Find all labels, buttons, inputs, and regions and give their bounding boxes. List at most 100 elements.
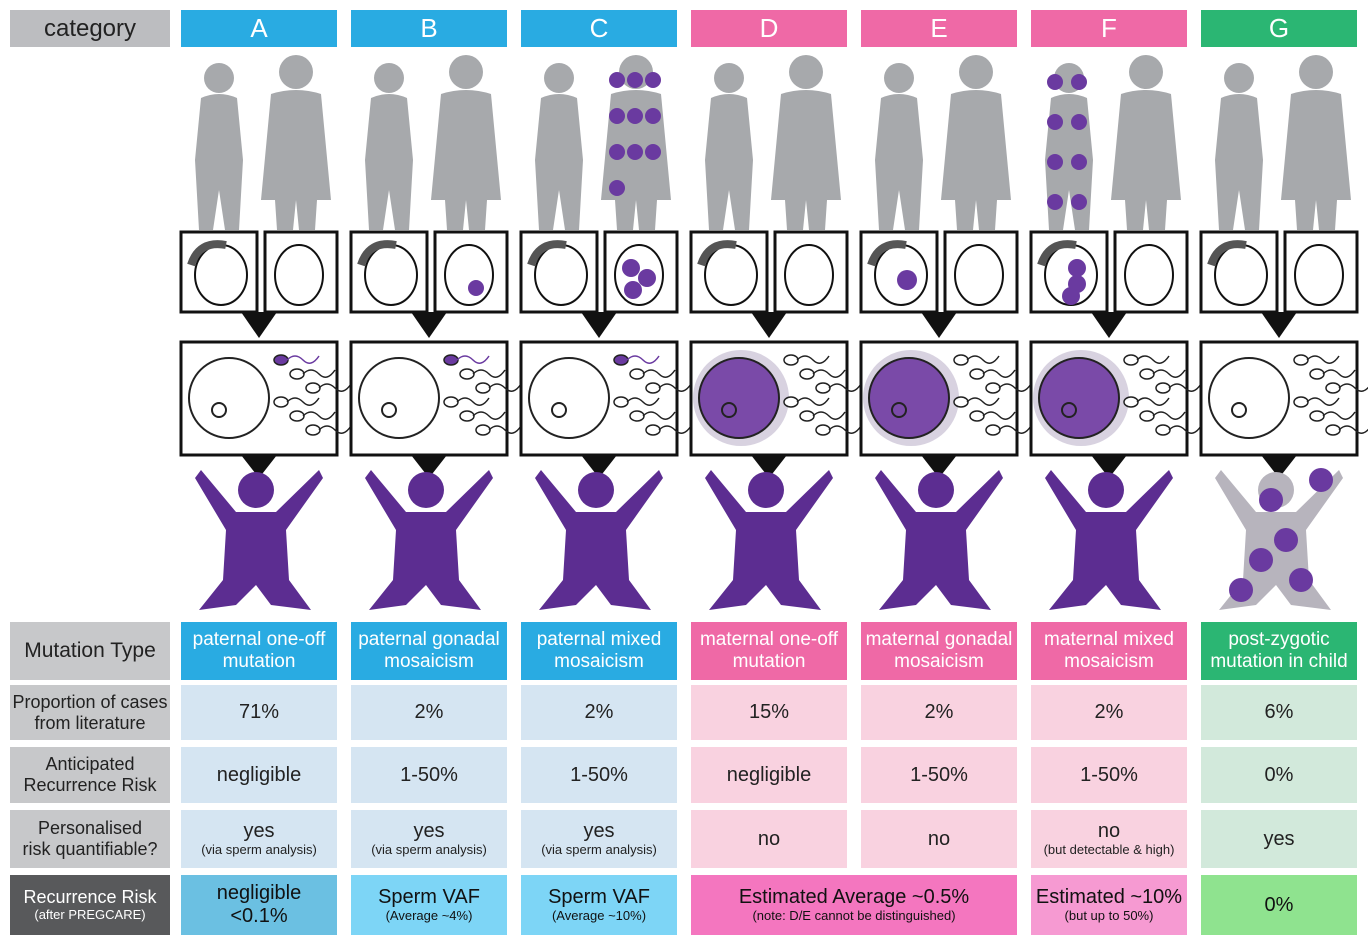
- mosaic-dot: [609, 108, 625, 124]
- child-silhouette: [1088, 472, 1124, 508]
- woman-silhouette: [365, 94, 413, 230]
- text: maternal one-off: [700, 629, 838, 651]
- sperm: [444, 397, 458, 407]
- text: F: [1101, 14, 1117, 44]
- text: paternal one-off: [193, 629, 326, 651]
- woman-silhouette: [705, 94, 753, 230]
- text: 2%: [925, 701, 954, 724]
- cell: paternal mixedmosaicism: [521, 622, 677, 680]
- sperm: [800, 411, 814, 421]
- sperm: [290, 369, 304, 379]
- mosaic-dot: [468, 280, 484, 296]
- cell: no: [861, 810, 1017, 868]
- text: maternal mixed: [1044, 629, 1174, 651]
- arrow: [581, 312, 617, 338]
- text: yes: [413, 820, 444, 843]
- note: (Average ~4%): [386, 909, 473, 924]
- cell: 2%: [861, 685, 1017, 740]
- woman-silhouette: [544, 63, 574, 93]
- cell: 2%: [1031, 685, 1187, 740]
- text: 1-50%: [570, 764, 628, 787]
- sperm: [784, 355, 798, 365]
- text: yes: [243, 820, 274, 843]
- text: <0.1%: [230, 905, 287, 928]
- text: mutation: [733, 651, 806, 673]
- row-label: Recurrence Risk(after PREGCARE): [10, 875, 170, 935]
- sperm: [986, 425, 1000, 435]
- cell: 1-50%: [351, 747, 507, 803]
- text: category: [44, 15, 136, 43]
- category-header: D: [691, 10, 847, 47]
- cell: negligible: [181, 747, 337, 803]
- text: Mutation Type: [24, 639, 156, 663]
- text: A: [250, 14, 267, 44]
- arrow: [411, 312, 447, 338]
- sperm: [1124, 397, 1138, 407]
- man-silhouette: [941, 90, 1011, 230]
- category-header: F: [1031, 10, 1187, 47]
- testis: [1295, 245, 1343, 305]
- mosaic-dot: [1071, 154, 1087, 170]
- text: yes: [583, 820, 614, 843]
- mosaic-dot: [1229, 578, 1253, 602]
- text: negligible: [217, 882, 302, 905]
- sperm: [274, 397, 288, 407]
- cell: 1-50%: [521, 747, 677, 803]
- egg: [699, 358, 779, 438]
- man-silhouette: [1299, 55, 1333, 89]
- cell: Estimated Average ~0.5%(note: D/E cannot…: [691, 875, 1017, 935]
- woman-silhouette: [535, 94, 583, 230]
- category-header: E: [861, 10, 1017, 47]
- text: negligible: [217, 764, 302, 787]
- cell: no: [691, 810, 847, 868]
- mosaic-dot: [627, 144, 643, 160]
- sperm: [290, 411, 304, 421]
- category-label: category: [10, 10, 170, 47]
- arrow: [921, 312, 957, 338]
- sperm: [476, 383, 490, 393]
- text: mosaicism: [1064, 651, 1154, 673]
- text: mosaicism: [384, 651, 474, 673]
- mosaic-dot: [1289, 568, 1313, 592]
- ovary: [195, 245, 247, 305]
- text: post-zygotic: [1228, 629, 1329, 651]
- sperm: [954, 355, 968, 365]
- cell: 1-50%: [1031, 747, 1187, 803]
- category-header: A: [181, 10, 337, 47]
- cell: yes(via sperm analysis): [351, 810, 507, 868]
- sperm: [306, 383, 320, 393]
- cell: yes(via sperm analysis): [521, 810, 677, 868]
- sperm: [816, 383, 830, 393]
- sperm: [816, 425, 830, 435]
- mosaic-dot: [627, 108, 643, 124]
- cell: 2%: [351, 685, 507, 740]
- woman-silhouette: [195, 94, 243, 230]
- cell: 6%: [1201, 685, 1357, 740]
- text: 1-50%: [1080, 764, 1138, 787]
- mosaic-dot: [1047, 154, 1063, 170]
- man-silhouette: [261, 90, 331, 230]
- category-header: G: [1201, 10, 1357, 47]
- egg: [359, 358, 439, 438]
- page: categoryABCDEFGMutation Typepaternal one…: [0, 0, 1368, 938]
- cell: 2%: [521, 685, 677, 740]
- text: Proportion of cases: [12, 692, 167, 713]
- text: G: [1269, 14, 1289, 44]
- woman-silhouette: [875, 94, 923, 230]
- cell: negligible<0.1%: [181, 875, 337, 935]
- ovary: [1215, 245, 1267, 305]
- child-silhouette: [408, 472, 444, 508]
- text: 71%: [239, 701, 279, 724]
- woman-silhouette: [884, 63, 914, 93]
- woman-silhouette: [714, 63, 744, 93]
- text: 0%: [1265, 894, 1294, 917]
- woman-silhouette: [1215, 94, 1263, 230]
- man-silhouette: [431, 90, 501, 230]
- cell: Estimated ~10%(but up to 50%): [1031, 875, 1187, 935]
- cell: Sperm VAF(Average ~4%): [351, 875, 507, 935]
- sperm: [1140, 369, 1154, 379]
- man-silhouette: [1111, 90, 1181, 230]
- sperm: [460, 411, 474, 421]
